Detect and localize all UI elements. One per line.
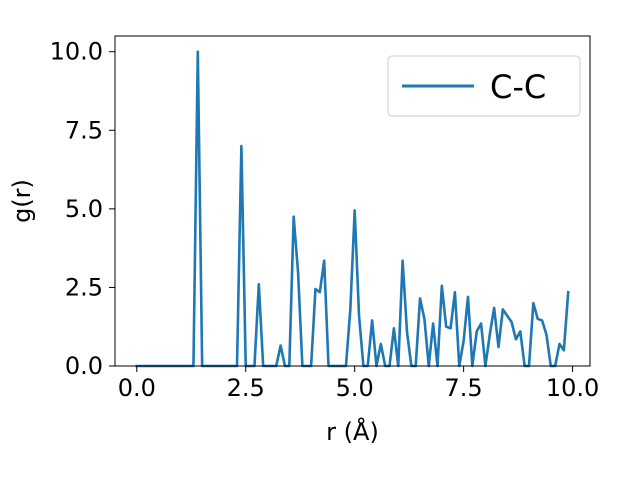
x-axis-label: r (Å) [326,417,379,446]
y-tick-label: 5.0 [65,195,103,223]
axes-frame [114,35,591,367]
x-tick-label: 0.0 [118,374,156,402]
y-tick-label: 7.5 [65,116,103,144]
y-tick-label: 2.5 [65,273,103,301]
x-axis-ticks: 0.0 2.5 5.0 7.5 10.0 [118,366,599,402]
legend-entry-label: C-C [490,68,546,106]
y-tick-label: 10.0 [50,38,103,66]
x-tick-label: 5.0 [336,374,374,402]
x-tick-label: 10.0 [546,374,599,402]
y-tick-label: 0.0 [65,352,103,380]
y-axis-label: g(r) [8,179,36,223]
x-tick-label: 7.5 [445,374,483,402]
legend: C-C [387,55,581,117]
x-tick-label: 2.5 [227,374,265,402]
legend-box [387,55,581,117]
y-axis-ticks: 0.0 2.5 5.0 7.5 10.0 [50,38,115,380]
